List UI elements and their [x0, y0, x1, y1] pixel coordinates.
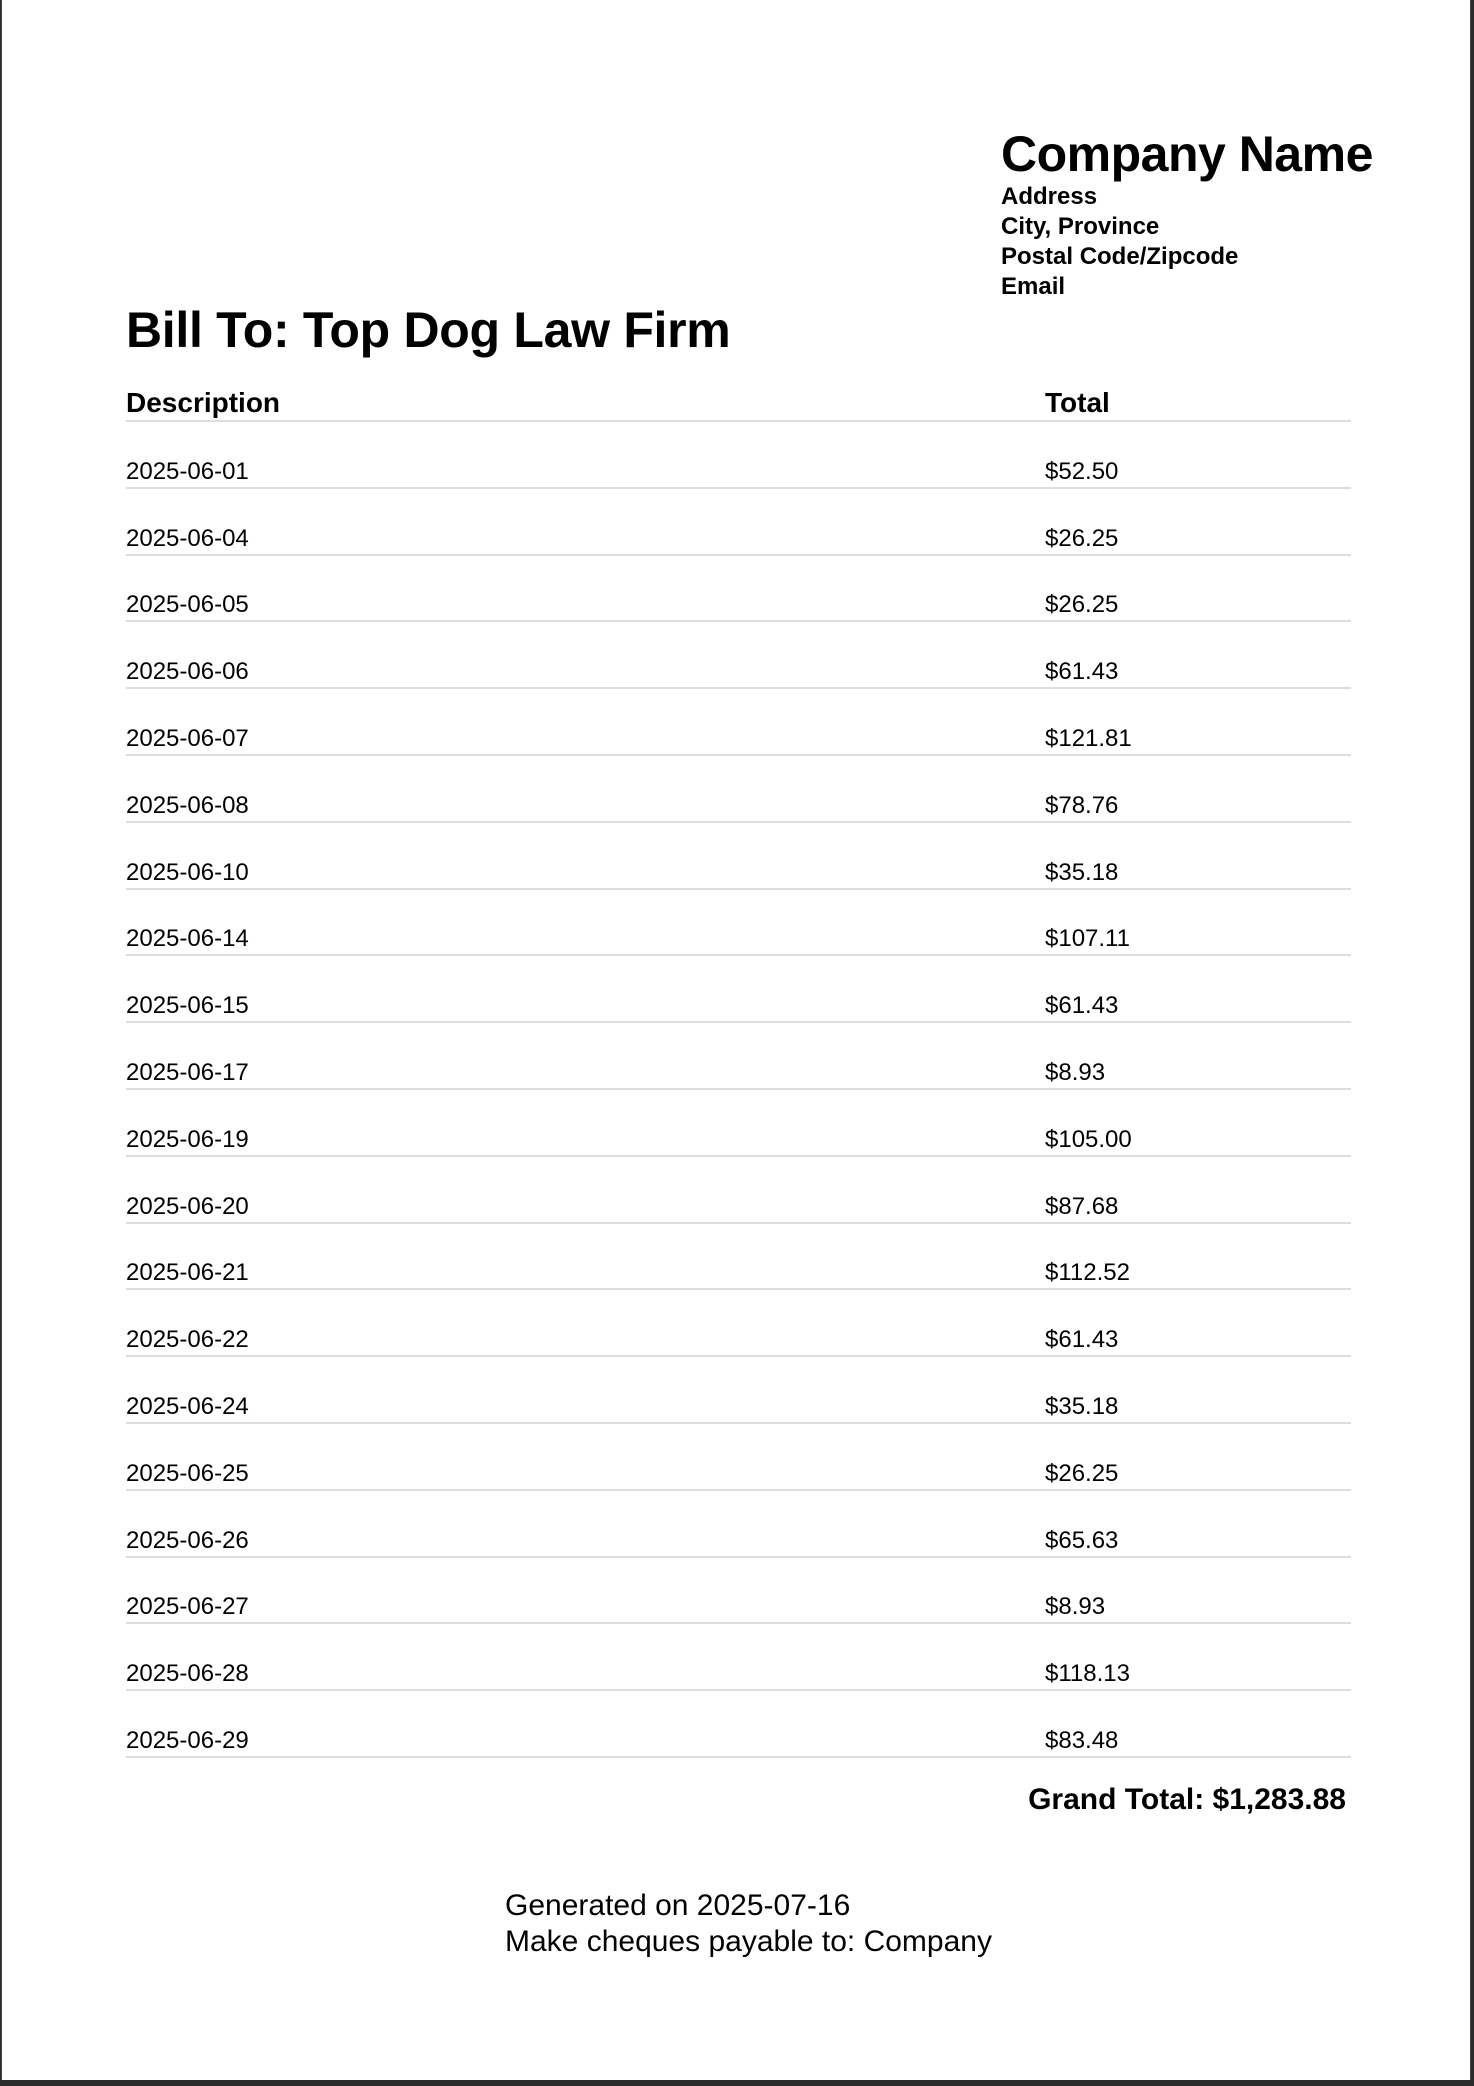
total-column-header: Total [1045, 387, 1110, 418]
row-description: 2025-06-20 [126, 1192, 249, 1220]
row-total: $8.93 [1045, 1593, 1106, 1621]
table-row: 2025-06-05 $26.25 [126, 556, 1351, 623]
company-name: Company Name [1001, 126, 1373, 182]
row-total: $65.63 [1045, 1526, 1119, 1554]
row-total: $8.93 [1045, 1058, 1106, 1086]
row-total: $107.11 [1045, 925, 1130, 953]
row-description: 2025-06-17 [126, 1058, 249, 1086]
row-description: 2025-06-28 [126, 1660, 249, 1688]
row-total: $61.43 [1045, 992, 1119, 1020]
row-total: $112.52 [1045, 1259, 1130, 1287]
row-description: 2025-06-27 [126, 1593, 249, 1621]
row-total: $78.76 [1045, 791, 1119, 819]
row-description: 2025-06-19 [126, 1125, 249, 1153]
row-total: $26.25 [1045, 524, 1119, 552]
table-row: 2025-06-20 $87.68 [126, 1157, 1351, 1224]
invoice-footer: Generated on 2025-07-16 Make cheques pay… [505, 1888, 992, 1960]
row-total: $26.25 [1045, 1459, 1119, 1487]
row-total: $61.43 [1045, 658, 1119, 686]
table-row: 2025-06-15 $61.43 [126, 956, 1351, 1024]
generated-date: Generated on 2025-07-16 [505, 1889, 851, 1922]
company-postal-code: Postal Code/Zipcode [1001, 243, 1239, 270]
row-description: 2025-06-08 [126, 791, 249, 819]
row-description: 2025-06-22 [126, 1326, 249, 1354]
table-row: 2025-06-04 $26.25 [126, 489, 1351, 556]
table-row: 2025-06-25 $26.25 [126, 1424, 1351, 1491]
table-row: 2025-06-29 $83.48 [126, 1691, 1351, 1758]
company-info: Company Name Address City, Province Post… [1001, 126, 1373, 302]
row-description: 2025-06-04 [126, 524, 249, 552]
table-row: 2025-06-24 $35.18 [126, 1357, 1351, 1424]
row-description: 2025-06-14 [126, 925, 249, 953]
table-row: 2025-06-28 $118.13 [126, 1624, 1351, 1692]
row-description: 2025-06-24 [126, 1392, 249, 1420]
row-total: $87.68 [1045, 1192, 1119, 1220]
row-description: 2025-06-10 [126, 858, 249, 886]
row-total: $105.00 [1045, 1125, 1132, 1153]
table-row: 2025-06-17 $8.93 [126, 1023, 1351, 1090]
table-row: 2025-06-01 $52.50 [126, 422, 1351, 489]
table-header-row: Description Total [126, 384, 1351, 422]
row-total: $118.13 [1045, 1660, 1130, 1688]
row-description: 2025-06-06 [126, 658, 249, 686]
table-row: 2025-06-27 $8.93 [126, 1558, 1351, 1625]
table-row: 2025-06-19 $105.00 [126, 1090, 1351, 1157]
grand-total: Grand Total: $1,283.88 [1028, 1783, 1346, 1816]
row-total: $26.25 [1045, 591, 1119, 619]
table-row: 2025-06-26 $65.63 [126, 1491, 1351, 1558]
table-row: 2025-06-21 $112.52 [126, 1224, 1351, 1291]
table-row: 2025-06-08 $78.76 [126, 756, 1351, 823]
row-total: $35.18 [1045, 1392, 1119, 1420]
row-total: $83.48 [1045, 1726, 1119, 1754]
row-description: 2025-06-01 [126, 457, 249, 485]
row-total: $61.43 [1045, 1326, 1119, 1354]
payable-note: Make cheques payable to: Company [505, 1925, 992, 1958]
table-row: 2025-06-22 $61.43 [126, 1290, 1351, 1358]
company-city-province: City, Province [1001, 213, 1160, 240]
bill-to-heading: Bill To: Top Dog Law Firm [126, 302, 731, 358]
row-description: 2025-06-26 [126, 1526, 249, 1554]
table-row: 2025-06-10 $35.18 [126, 823, 1351, 890]
row-description: 2025-06-05 [126, 591, 249, 619]
row-total: $52.50 [1045, 457, 1119, 485]
row-description: 2025-06-29 [126, 1726, 249, 1754]
row-description: 2025-06-15 [126, 992, 249, 1020]
company-address: Address [1001, 183, 1098, 210]
table-row: 2025-06-06 $61.43 [126, 622, 1351, 690]
table-body: 2025-06-01 $52.50 2025-06-04 $26.25 2025-06-… [126, 422, 1351, 1758]
row-total: $35.18 [1045, 858, 1119, 886]
table-row: 2025-06-07 $121.81 [126, 689, 1351, 756]
company-email: Email [1001, 273, 1066, 300]
row-description: 2025-06-25 [126, 1459, 249, 1487]
description-column-header: Description [126, 387, 281, 418]
row-description: 2025-06-21 [126, 1259, 249, 1287]
row-total: $121.81 [1045, 724, 1132, 752]
table-row: 2025-06-14 $107.11 [126, 890, 1351, 957]
line-items-table: Description Total 2025-06-01 $52.50 2025-0… [126, 384, 1351, 1758]
row-description: 2025-06-07 [126, 724, 249, 752]
